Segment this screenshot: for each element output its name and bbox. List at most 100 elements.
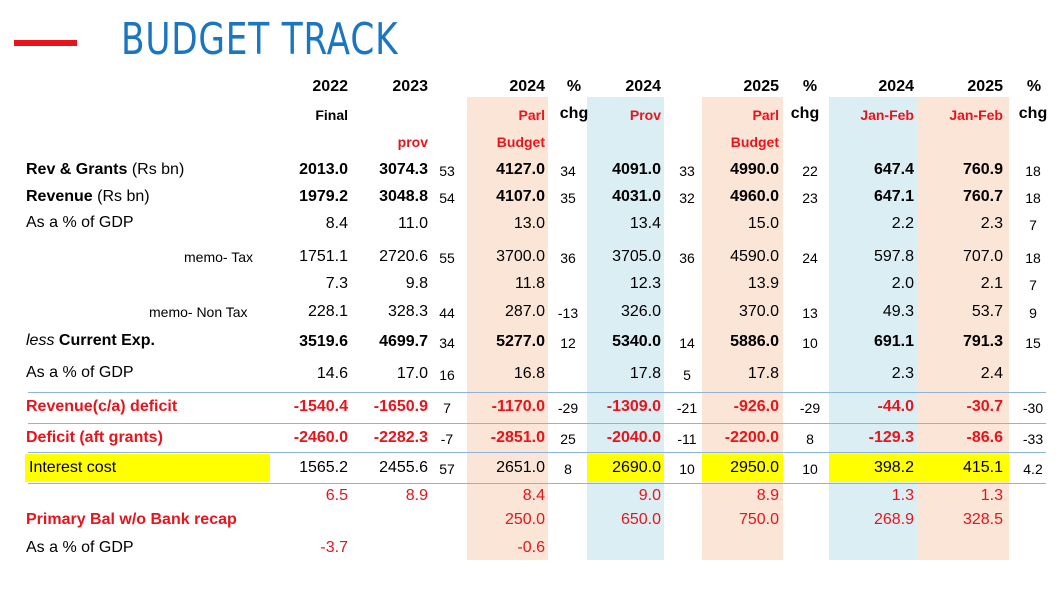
row-label: Deficit (aft grants): [26, 428, 163, 448]
pct-change-cell: 4.2: [1023, 461, 1043, 477]
value-cell: -1540.4: [293, 398, 348, 415]
page-title: BUDGET TRACK: [121, 14, 399, 65]
header-pct: %: [566, 78, 582, 95]
value-cell: 3700.0: [496, 248, 545, 265]
value-cell: 415.1: [962, 459, 1003, 476]
title-accent-bar: [14, 40, 77, 46]
pct-change-cell: 18: [1025, 163, 1041, 179]
row-label-text: Revenue: [26, 188, 93, 205]
pct-change-cell: 14: [679, 335, 695, 351]
col-shade-2024-budget: [467, 97, 548, 560]
pct-change-cell: 25: [560, 431, 576, 447]
value-cell: 13.4: [629, 215, 661, 232]
value-cell: 750.0: [738, 511, 779, 528]
header-chg: chg: [1018, 105, 1048, 122]
value-cell: 8.9: [405, 487, 428, 504]
value-cell: 4960.0: [730, 188, 779, 205]
value-cell: 691.1: [873, 333, 914, 350]
pct-change-cell: 7: [1029, 217, 1037, 233]
value-cell: 8.4: [325, 215, 348, 232]
value-cell: 5340.0: [612, 333, 661, 350]
header-year: 2022: [312, 78, 348, 95]
value-cell: 2720.6: [379, 248, 428, 265]
header-sub: Budget: [496, 134, 545, 150]
row-label-unit: (Rs bn): [92, 188, 150, 205]
pct-change-cell: 54: [439, 190, 455, 206]
value-cell: 398.2: [873, 459, 914, 476]
value-cell: 49.3: [882, 303, 914, 320]
pct-change-cell: 36: [679, 250, 695, 266]
pct-change-cell: 12: [560, 335, 576, 351]
value-cell: 9.0: [638, 487, 661, 504]
row-label-text: Interest cost: [29, 459, 117, 476]
pct-change-cell: 7: [1029, 277, 1037, 293]
pct-change-cell: 34: [560, 163, 576, 179]
row-label-text: As a % of GDP: [26, 214, 134, 231]
pct-change-cell: 23: [802, 190, 818, 206]
col-shade-2025-janfeb: [917, 97, 1009, 560]
row-label: As a % of GDP: [26, 538, 134, 558]
row-label-text: memo- Tax: [184, 249, 253, 265]
value-cell: 2.0: [891, 275, 914, 292]
pct-change-cell: -11: [677, 431, 697, 447]
header-year: 2025: [743, 78, 779, 95]
value-cell: 7.3: [325, 275, 348, 292]
value-cell: 5277.0: [496, 333, 545, 350]
pct-change-cell: -21: [676, 400, 698, 416]
value-cell: 16.8: [513, 365, 545, 382]
header-sub: Jan-Feb: [860, 107, 914, 123]
header-sub: Budget: [730, 134, 779, 150]
value-cell: 4091.0: [612, 161, 661, 178]
value-cell: 13.9: [747, 275, 779, 292]
value-cell: 17.0: [396, 365, 428, 382]
row-label-text: Revenue(c/a) deficit: [26, 398, 178, 415]
header-sub: prov: [397, 134, 428, 150]
row-label: less Current Exp.: [26, 331, 155, 351]
header-year: 2024: [625, 78, 661, 95]
divider-line: [28, 423, 1046, 424]
value-cell: 2690.0: [612, 459, 661, 476]
pct-change-cell: 7: [443, 400, 451, 416]
value-cell: 2.4: [980, 365, 1003, 382]
row-label: As a % of GDP: [26, 363, 134, 383]
value-cell: 328.5: [962, 511, 1003, 528]
header-year: 2024: [509, 78, 545, 95]
col-shade-2024-prov: [587, 97, 664, 560]
pct-change-cell: 18: [1025, 250, 1041, 266]
col-shade-2024-janfeb: [829, 97, 917, 560]
header-sub: Prov: [629, 107, 661, 123]
pct-change-cell: 16: [439, 367, 455, 383]
row-label-unit: (Rs bn): [127, 161, 185, 178]
value-cell: -1170.0: [491, 398, 545, 415]
value-cell: 268.9: [873, 511, 914, 528]
value-cell: 650.0: [620, 511, 661, 528]
value-cell: -86.6: [966, 429, 1003, 446]
pct-change-cell: 34: [439, 335, 455, 351]
value-cell: 4990.0: [730, 161, 779, 178]
pct-change-cell: 53: [439, 163, 455, 179]
row-label: memo- Tax: [184, 247, 253, 267]
value-cell: 17.8: [629, 365, 661, 382]
value-cell: 328.3: [387, 303, 428, 320]
row-label: Rev & Grants (Rs bn): [26, 160, 184, 180]
value-cell: 250.0: [504, 511, 545, 528]
row-label-text: As a % of GDP: [26, 539, 134, 556]
value-cell: -926.0: [733, 398, 779, 415]
pct-change-cell: 57: [439, 461, 455, 477]
pct-change-cell: 33: [679, 163, 695, 179]
value-cell: -1650.9: [373, 398, 428, 415]
value-cell: 4107.0: [496, 188, 545, 205]
pct-change-cell: 35: [560, 190, 576, 206]
value-cell: 2.3: [980, 215, 1003, 232]
value-cell: 1979.2: [299, 188, 348, 205]
highlight-interest-janfeb: [829, 454, 1009, 482]
value-cell: 2.3: [891, 365, 914, 382]
value-cell: -3.7: [320, 539, 348, 556]
value-cell: 760.9: [962, 161, 1003, 178]
value-cell: -2851.0: [490, 429, 545, 446]
value-cell: 2455.6: [379, 459, 428, 476]
value-cell: 760.7: [962, 188, 1003, 205]
value-cell: -129.3: [868, 429, 914, 446]
pct-change-cell: 32: [679, 190, 695, 206]
row-label: Interest cost: [29, 458, 116, 478]
